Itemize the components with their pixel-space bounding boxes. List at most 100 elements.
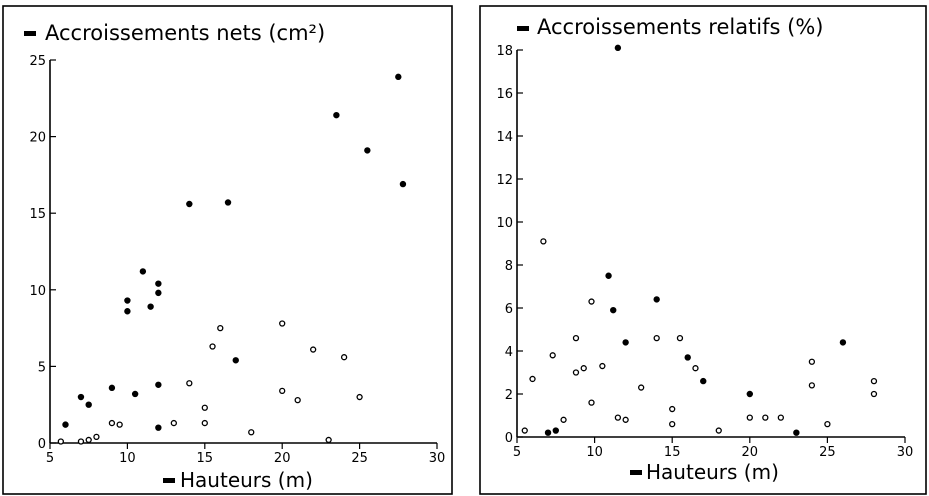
data-point-open	[529, 375, 536, 383]
data-point-open	[870, 390, 878, 398]
data-point-open	[170, 419, 177, 427]
x-tick-label: 20	[742, 445, 759, 460]
data-point-open	[599, 362, 606, 370]
data-point-open	[279, 387, 286, 395]
data-point-open	[248, 429, 255, 436]
data-point-filled	[605, 272, 612, 279]
data-point-open	[588, 399, 595, 406]
x-axis-label: Hauteurs (m)	[646, 460, 779, 484]
data-point-filled	[124, 297, 131, 304]
ticks-group: 5 10 15 20 25 30 0 2 4 6 8 10 12 14 16 18	[496, 44, 913, 460]
data-point-filled	[746, 390, 754, 398]
y-tick-label: 10	[29, 284, 46, 299]
title-bullet-marker	[24, 31, 36, 36]
data-point-filled	[399, 180, 407, 188]
data-point-filled	[155, 289, 162, 297]
data-point-open	[325, 436, 332, 444]
data-points-group	[521, 44, 878, 436]
data-point-open	[209, 343, 216, 350]
data-point-open	[310, 346, 317, 353]
xlabel-bullet-marker	[163, 478, 175, 483]
y-tick-label: 6	[505, 302, 513, 317]
data-point-open	[85, 436, 92, 444]
data-point-filled	[653, 296, 660, 303]
data-point-filled	[552, 427, 560, 434]
data-point-filled	[700, 377, 707, 385]
x-tick-label: 20	[274, 451, 291, 466]
panel-net-increment: Accroissements nets (cm²) 5 10 15 20 25 30051…	[2, 5, 453, 495]
data-point-open	[715, 427, 722, 434]
data-point-filled	[395, 73, 402, 81]
data-point-open	[201, 404, 208, 411]
x-tick-label: 5	[46, 451, 54, 466]
y-tick-label: 10	[496, 216, 513, 231]
chart-title: Accroissements nets (cm²)	[45, 21, 325, 45]
title-bullet-marker	[517, 26, 529, 31]
y-tick-label: 2	[505, 388, 513, 403]
data-point-open	[560, 416, 567, 423]
data-point-filled	[77, 393, 85, 401]
x-tick-label: 15	[197, 451, 214, 466]
data-point-open	[762, 414, 769, 421]
data-point-open	[108, 419, 116, 427]
data-point-filled	[108, 384, 116, 392]
data-point-open	[549, 352, 556, 359]
data-point-open	[540, 238, 547, 245]
data-point-open	[279, 320, 286, 327]
data-point-filled	[839, 339, 847, 346]
data-point-open	[614, 414, 622, 421]
data-point-filled	[155, 280, 162, 287]
data-point-open	[294, 396, 301, 404]
y-tick-label: 25	[29, 54, 46, 69]
y-tick-label: 18	[496, 44, 513, 59]
data-point-open	[356, 393, 363, 401]
data-points-group	[57, 73, 407, 445]
y-tick-label: 5	[38, 360, 46, 375]
xlabel-bullet-marker	[630, 470, 642, 475]
data-point-open	[580, 365, 587, 372]
data-point-open	[201, 419, 208, 427]
data-point-open	[588, 298, 595, 305]
y-tick-label: 14	[496, 130, 513, 145]
data-point-open	[638, 384, 645, 391]
x-tick-label: 25	[351, 451, 368, 466]
y-tick-label: 20	[29, 131, 46, 146]
data-point-filled	[610, 306, 617, 314]
data-point-filled	[333, 111, 340, 119]
data-point-filled	[224, 199, 232, 206]
data-point-filled	[793, 429, 800, 436]
data-point-filled	[364, 147, 371, 154]
data-point-open	[808, 358, 816, 365]
data-point-open	[808, 382, 816, 389]
data-point-open	[572, 334, 580, 342]
data-point-open	[622, 416, 629, 423]
x-tick-label: 15	[664, 445, 681, 460]
data-point-open	[824, 420, 831, 428]
data-point-filled	[614, 44, 622, 52]
x-axis-label: Hauteurs (m)	[180, 468, 313, 492]
data-point-filled	[62, 421, 69, 428]
y-tick-label: 0	[505, 431, 513, 446]
data-point-filled	[85, 401, 92, 408]
data-point-open	[870, 377, 878, 385]
data-point-filled	[155, 381, 162, 388]
chart-title: Accroissements relatifs (%)	[537, 15, 824, 39]
x-tick-label: 10	[119, 451, 136, 466]
data-point-filled	[155, 424, 162, 431]
data-point-open	[93, 433, 100, 441]
y-tick-label: 15	[29, 207, 46, 222]
x-tick-label: 30	[429, 451, 446, 466]
y-tick-label: 8	[505, 259, 513, 274]
data-point-filled	[232, 357, 239, 364]
data-point-open	[57, 438, 64, 445]
data-point-open	[340, 354, 348, 361]
y-tick-label: 12	[496, 173, 513, 188]
y-tick-label: 4	[505, 345, 513, 360]
data-point-open	[653, 334, 660, 342]
data-point-open	[692, 365, 699, 372]
data-point-filled	[147, 303, 154, 310]
data-point-filled	[186, 200, 193, 208]
data-point-open	[116, 421, 123, 428]
panel-relative-increment: Accroissements relatifs (%) 5 10 15 20 25 30 0…	[479, 5, 927, 495]
